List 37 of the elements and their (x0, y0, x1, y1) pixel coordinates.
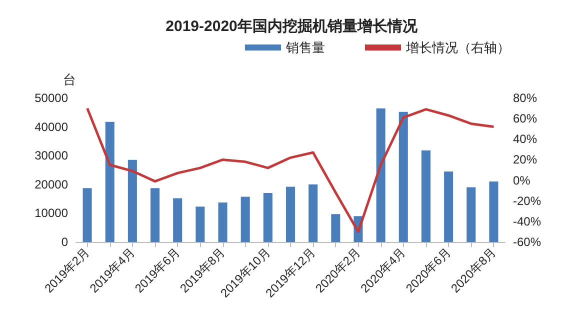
y-tick-label: 0 (61, 235, 68, 249)
y2-tick-label: 0% (513, 173, 531, 188)
bar (82, 188, 92, 242)
chart-title: 2019-2020年国内挖掘机销量增长情况 (166, 18, 418, 35)
y2-tick-label: -40% (513, 214, 542, 228)
y-tick-label: 40000 (34, 120, 68, 134)
bar (105, 122, 114, 242)
bar (421, 150, 430, 242)
bar (331, 214, 340, 242)
bar (308, 184, 318, 242)
y2-tick-label: 60% (513, 112, 538, 126)
legend-label: 销售量 (285, 40, 325, 55)
y-tick-label: 30000 (34, 148, 68, 163)
y2-tick-label: 40% (513, 132, 538, 146)
bar (240, 196, 250, 242)
y-tick-label: 50000 (34, 91, 68, 105)
y2-tick-label: -60% (513, 235, 542, 249)
line-series (86, 107, 495, 233)
bar (173, 198, 182, 242)
bar (218, 202, 228, 242)
bar (196, 206, 205, 242)
bar (489, 182, 498, 242)
bar (128, 160, 137, 242)
bar (376, 108, 386, 242)
bar (150, 188, 160, 242)
legend-label: 增长情况（右轴） (405, 40, 510, 55)
y-tick-label: 20000 (34, 177, 68, 192)
y-tick-label: 10000 (34, 206, 68, 220)
y2-tick-label: -20% (513, 194, 542, 208)
bar (466, 187, 476, 242)
bar (444, 171, 454, 242)
y2-tick-label: 20% (513, 152, 538, 167)
y-axis-title: 台 (63, 72, 76, 87)
bar (286, 186, 296, 242)
bar (263, 193, 272, 242)
bar (398, 112, 408, 242)
y2-tick-label: 80% (513, 91, 538, 105)
